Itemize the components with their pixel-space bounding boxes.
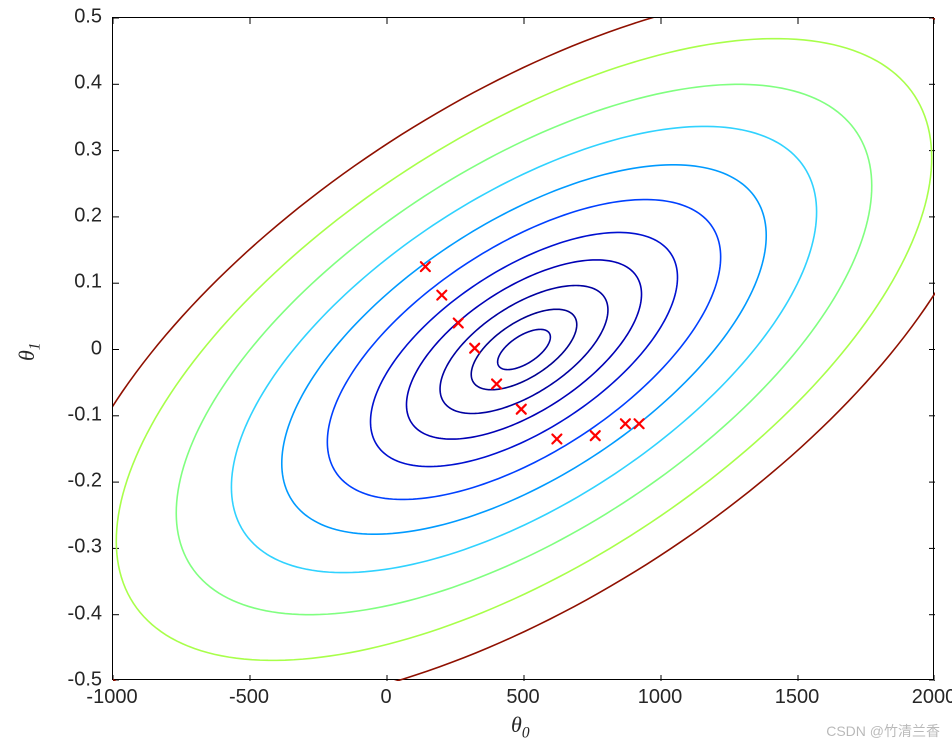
watermark-text: CSDN @竹清兰香 — [826, 721, 940, 741]
contour-svg — [113, 18, 935, 681]
y-tick-label: 0.3 — [47, 138, 102, 161]
y-tick-label: 0 — [47, 337, 102, 360]
y-axis-label: θ1 — [14, 342, 44, 361]
x-axis-label-text: θ — [511, 712, 522, 737]
y-tick-label: -0.2 — [47, 470, 102, 493]
plot-area — [112, 17, 934, 680]
x-tick-label: 0 — [380, 686, 391, 709]
y-tick-label: 0.4 — [47, 72, 102, 95]
x-tick-label: -500 — [229, 686, 269, 709]
x-tick-label: 1000 — [638, 686, 683, 709]
y-axis-label-sub: 1 — [26, 342, 43, 350]
x-axis-label: θ0 — [511, 712, 530, 742]
y-tick-label: -0.5 — [47, 669, 102, 692]
x-tick-label: 2000 — [912, 686, 952, 709]
y-tick-label: 0.2 — [47, 204, 102, 227]
x-tick-label: 500 — [506, 686, 539, 709]
x-tick-label: 1500 — [775, 686, 820, 709]
y-tick-label: -0.4 — [47, 602, 102, 625]
y-tick-label: 0.1 — [47, 271, 102, 294]
y-axis-label-text: θ — [14, 350, 39, 361]
y-tick-label: 0.5 — [47, 6, 102, 29]
figure: -1000-5000500100015002000 -0.5-0.4-0.3-0… — [0, 0, 952, 747]
x-axis-label-sub: 0 — [522, 724, 530, 741]
y-tick-label: -0.1 — [47, 403, 102, 426]
y-tick-label: -0.3 — [47, 536, 102, 559]
